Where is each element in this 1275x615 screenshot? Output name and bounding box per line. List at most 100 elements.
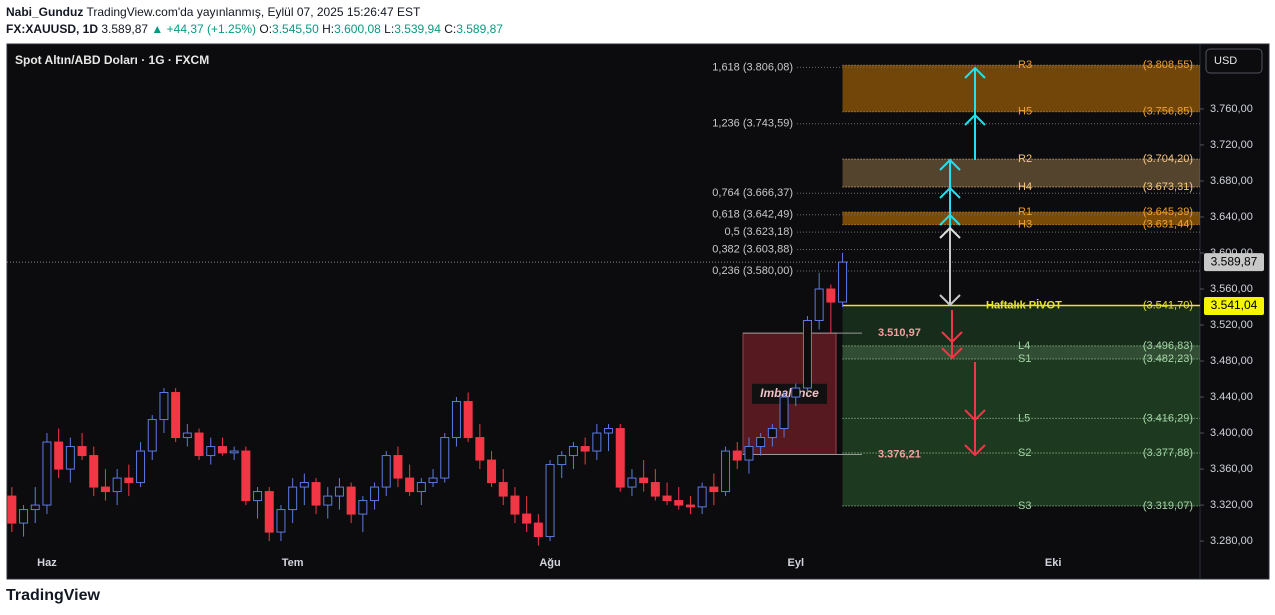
change: ▲ +44,37 (+1.25%) bbox=[151, 22, 257, 36]
candle-body bbox=[42, 441, 52, 506]
x-tick-label: Ağu bbox=[539, 557, 560, 569]
ohlc-value: 3.589,87 bbox=[456, 22, 503, 36]
candle-body bbox=[451, 401, 461, 439]
chart-background bbox=[6, 43, 1270, 580]
y-tick-label: 3.640,00 bbox=[1210, 211, 1253, 223]
arrow-head bbox=[941, 331, 963, 344]
imbalance-edge-label: 3.510,97 bbox=[878, 327, 921, 339]
fib-label: 0,764 (3.666,37) bbox=[712, 187, 793, 199]
candle-body bbox=[19, 509, 29, 524]
pivot-name: H3 bbox=[1018, 219, 1032, 231]
currency[interactable]: USD bbox=[1214, 55, 1237, 67]
arrow-head bbox=[939, 158, 961, 171]
candle-body bbox=[475, 437, 485, 461]
pivot-name: R3 bbox=[1018, 59, 1032, 71]
candle-body bbox=[370, 486, 380, 502]
pivot-tag-label: 3.541,04 bbox=[1211, 298, 1258, 312]
y-tick-label: 3.720,00 bbox=[1210, 139, 1253, 151]
candle-body bbox=[323, 495, 333, 506]
last-price-label: 3.589,87 bbox=[1211, 254, 1258, 268]
arrow-head bbox=[964, 66, 986, 79]
candle-body bbox=[744, 446, 754, 461]
pivot-value: (3.808,55) bbox=[1143, 59, 1193, 71]
ohlc-key: O: bbox=[259, 22, 273, 36]
symbol: FX:XAUUSD, 1D bbox=[6, 22, 99, 36]
candle-body bbox=[124, 477, 134, 484]
imbalance-edge-label: 3.376,21 bbox=[878, 448, 921, 460]
arrow-head bbox=[964, 409, 986, 422]
last: 3.589,87 bbox=[101, 22, 149, 36]
arrow-head bbox=[939, 213, 961, 226]
arrows bbox=[939, 66, 986, 457]
candle-body bbox=[346, 486, 356, 515]
pivot-value: (3.756,85) bbox=[1143, 106, 1193, 118]
candle-body bbox=[334, 486, 344, 497]
candle-body bbox=[838, 261, 848, 303]
zones: Imbalance bbox=[742, 65, 1200, 506]
candle-body bbox=[674, 500, 684, 506]
currency-button[interactable] bbox=[1205, 48, 1263, 74]
arrow-head bbox=[939, 226, 961, 239]
last-price-tag bbox=[1204, 253, 1264, 272]
y-tick-label: 3.480,00 bbox=[1210, 355, 1253, 367]
candle-body bbox=[545, 464, 555, 538]
y-tick-label: 3.600,00 bbox=[1210, 247, 1253, 259]
candle-body bbox=[709, 486, 719, 493]
candle-body bbox=[77, 446, 87, 457]
arrow-head bbox=[939, 294, 961, 307]
header: Nabi_Gunduz TradingView.com'da yayınlanm… bbox=[6, 4, 503, 38]
candle-body bbox=[557, 455, 567, 466]
pivot-name: H4 bbox=[1018, 181, 1032, 193]
pivot-name: Haftalık PİVOT bbox=[986, 298, 1062, 311]
arrow-head bbox=[964, 113, 986, 126]
candle-body bbox=[697, 486, 707, 508]
pivot-name: H5 bbox=[1018, 106, 1032, 118]
candle-body bbox=[791, 387, 801, 398]
candle-body bbox=[136, 450, 146, 484]
pivot-name: S1 bbox=[1018, 353, 1031, 365]
zone bbox=[842, 345, 1200, 360]
y-tick-label: 3.320,00 bbox=[1210, 499, 1253, 511]
levels: 3.510,97 3.376,21 1,618 (3.806,08) 1,236 (3… bbox=[7, 59, 1200, 512]
candle-body bbox=[30, 504, 40, 511]
candle-body bbox=[54, 441, 64, 470]
candle-body bbox=[814, 288, 824, 322]
y-tick-label: 3.360,00 bbox=[1210, 463, 1253, 475]
pivot-value: (3.645,39) bbox=[1143, 206, 1193, 218]
fib-label: 0,382 (3.603,88) bbox=[712, 243, 793, 255]
candle-body bbox=[721, 450, 731, 493]
zone bbox=[842, 65, 1200, 112]
candle-body bbox=[159, 392, 169, 421]
candle-body bbox=[580, 446, 590, 452]
pivot-value: (3.416,29) bbox=[1143, 412, 1193, 424]
pivot-name: R1 bbox=[1018, 206, 1032, 218]
y-tick-label: 3.440,00 bbox=[1210, 391, 1253, 403]
candle-body bbox=[487, 459, 497, 484]
footer: TradingView bbox=[6, 587, 100, 605]
candle-body bbox=[639, 477, 649, 484]
fib-label: 0,618 (3.642,49) bbox=[712, 209, 793, 221]
ohlc-value: 3.545,50 bbox=[272, 22, 319, 36]
candle-body bbox=[685, 504, 695, 508]
pivot-value: (3.673,31) bbox=[1143, 181, 1193, 193]
arrow-head bbox=[939, 186, 961, 199]
candle-body bbox=[182, 432, 192, 439]
candle-body bbox=[112, 477, 122, 493]
y-axis: 3.280,00 3.320,00 3.360,00 3.400,00 3.440,00… bbox=[1200, 103, 1264, 547]
header-line: FX:XAUUSD, 1D 3.589,87 ▲ +44,37 (+1.25%)… bbox=[6, 21, 503, 38]
pivot-name: S2 bbox=[1018, 447, 1031, 459]
pivot-value: (3.631,44) bbox=[1143, 219, 1193, 231]
imbalance-label-bg bbox=[752, 383, 827, 404]
pivot-value: (3.377,88) bbox=[1143, 447, 1193, 459]
candle-body bbox=[217, 446, 227, 454]
candle-body bbox=[194, 432, 204, 457]
candle-body bbox=[89, 455, 99, 488]
candle-body bbox=[662, 495, 672, 502]
candle-body bbox=[650, 482, 660, 497]
pivot-name: S3 bbox=[1018, 500, 1031, 512]
candle-body bbox=[171, 392, 181, 439]
pivot-name: L4 bbox=[1018, 340, 1030, 352]
candle-body bbox=[416, 482, 426, 493]
candle-body bbox=[615, 428, 625, 488]
pivot-tag bbox=[1204, 297, 1264, 316]
